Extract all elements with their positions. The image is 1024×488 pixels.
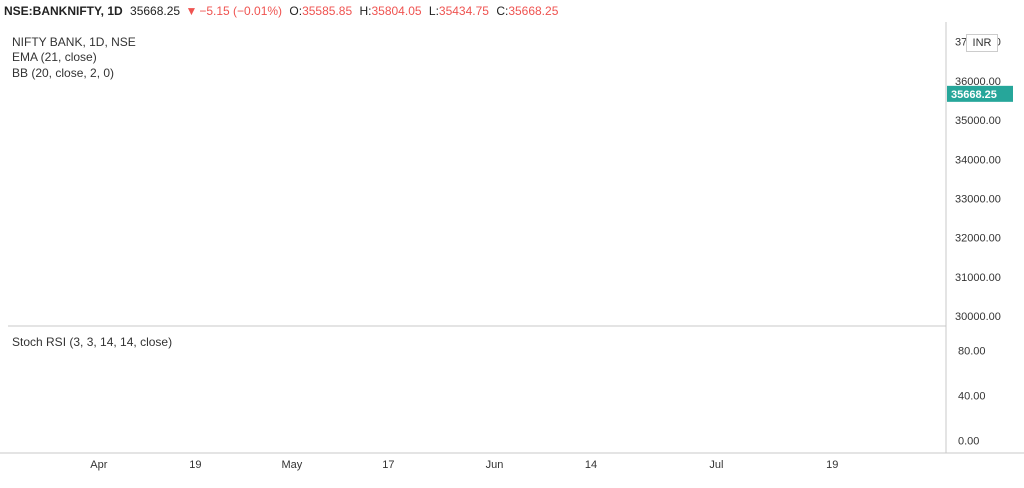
x-tick-label: 19: [826, 459, 838, 471]
last-price: 35668.25: [130, 4, 181, 18]
change-arrow: ▼: [185, 4, 198, 18]
chart-background: [0, 22, 1024, 488]
open-label: O:: [289, 4, 303, 18]
x-tick-label: 19: [189, 459, 201, 471]
x-tick-label: 14: [585, 459, 597, 471]
x-tick-label: Apr: [90, 459, 107, 471]
close-value: 35668.25: [508, 4, 559, 18]
rsi-tick-label: 40.00: [958, 391, 986, 403]
x-tick-label: Jul: [709, 459, 723, 471]
x-tick-label: Jun: [486, 459, 504, 471]
low-value: 35434.75: [438, 4, 489, 18]
change-value: −5.15 (−0.01%): [199, 4, 283, 18]
legend-stoch[interactable]: Stoch RSI (3, 3, 14, 14, close): [12, 335, 173, 349]
last-price-tag: [947, 85, 1013, 102]
close-label: C:: [496, 4, 509, 18]
legend-bb[interactable]: BB (20, close, 2, 0): [12, 66, 115, 80]
y-tick-label: 30000.00: [955, 311, 1001, 323]
legend-title[interactable]: NIFTY BANK, 1D, NSE: [12, 35, 136, 49]
high-label: H:: [359, 4, 372, 18]
currency-badge[interactable]: INR: [966, 34, 998, 52]
rsi-tick-label: 0.00: [958, 436, 979, 448]
low-label: L:: [428, 4, 439, 18]
y-tick-label: 36000.00: [955, 76, 1001, 88]
symbol-name[interactable]: NSE:BANKNIFTY, 1D: [4, 4, 123, 18]
y-tick-label: 32000.00: [955, 233, 1001, 245]
x-tick-label: May: [281, 459, 302, 471]
y-tick-label: 35000.00: [955, 115, 1001, 127]
open-value: 35585.85: [302, 4, 353, 18]
y-tick-label: 31000.00: [955, 272, 1001, 284]
rsi-tick-label: 80.00: [958, 346, 986, 358]
legend-ema[interactable]: EMA (21, close): [12, 50, 97, 64]
high-value: 35804.05: [371, 4, 422, 18]
x-tick-label: 17: [382, 459, 394, 471]
symbol-header: NSE:BANKNIFTY, 1D 35668.25 ▼ −5.15 (−0.01…: [0, 0, 1024, 22]
axes: 30000.00 31000.00 32000.00 33000.00 34000.00…: [0, 22, 1024, 488]
y-tick-label: 33000.00: [955, 193, 1001, 205]
y-tick-label: 34000.00: [955, 154, 1001, 166]
last-price-tag-label: 35668.25: [951, 89, 997, 101]
price-chart[interactable]: 30000.00 31000.00 32000.00 33000.00 34000.00…: [0, 22, 1024, 488]
